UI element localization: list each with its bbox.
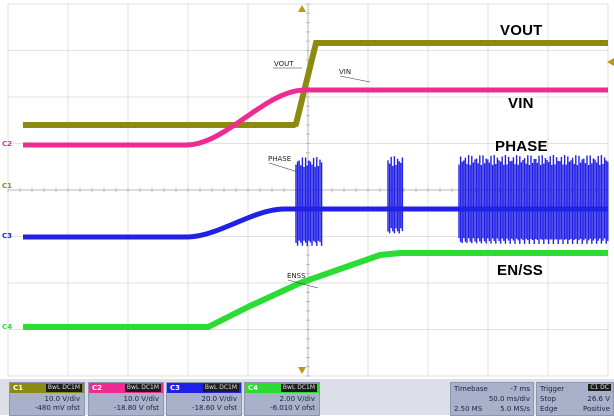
channel-3-offset: -18.60 V ofst <box>192 404 237 412</box>
phase-trace <box>23 206 608 240</box>
vin-label: VIN <box>508 95 534 112</box>
channel-4-panel[interactable]: C4 BwL DC1M 2.00 V/div -6.010 V ofst <box>244 382 320 416</box>
vin-tag: VIN <box>339 68 352 76</box>
channel-2-coupling: BwL DC1M <box>124 384 161 392</box>
channel-2-vdiv: 10.0 V/div <box>123 395 160 403</box>
trigger-mode-tag: C1 DC <box>588 384 611 391</box>
vin-trace <box>23 87 608 148</box>
channel-1-panel[interactable]: C1 BwL DC1M 10.0 V/div -480 mV ofst <box>9 382 85 416</box>
c2-marker: C2 <box>2 140 13 148</box>
channel-4-id: C4 <box>248 384 259 392</box>
timebase-panel[interactable]: Timebase -7 ms 50.0 ms/div 2.50 MS 5.0 M… <box>450 382 534 416</box>
trigger-label: Trigger <box>540 385 565 393</box>
trigger-level-marker-icon <box>607 58 614 66</box>
channel-2-offset: -18.80 V ofst <box>114 404 159 412</box>
trigger-time-marker-bottom-icon <box>298 367 306 374</box>
phase-bursts <box>295 155 609 246</box>
trigger-time-marker-icon <box>298 5 306 12</box>
channel-4-coupling: BwL DC1M <box>280 384 317 392</box>
channel-1-coupling: BwL DC1M <box>45 384 82 392</box>
enss-label: EN/SS <box>497 262 544 279</box>
channel-3-coupling: BwL DC1M <box>202 384 239 392</box>
channel-1-offset: -480 mV ofst <box>34 404 80 412</box>
c4-marker: C4 <box>2 323 13 331</box>
timebase-div: 50.0 ms/div <box>488 395 530 403</box>
trigger-type: Edge <box>540 405 558 413</box>
vout-label: VOUT <box>500 22 543 39</box>
vout-trace <box>23 40 608 128</box>
phase-label: PHASE <box>495 138 548 155</box>
channel-1-vdiv: 10.0 V/div <box>44 395 81 403</box>
trigger-slope: Positive <box>583 405 610 413</box>
timebase-label: Timebase <box>454 385 488 393</box>
channel-3-panel[interactable]: C3 BwL DC1M 20.0 V/div -18.60 V ofst <box>166 382 242 416</box>
channel-2-id: C2 <box>92 384 103 392</box>
channel-3-id: C3 <box>170 384 181 392</box>
vin-tag-leader <box>339 75 371 83</box>
trigger-panel[interactable]: Trigger C1 DC Stop 26.6 V Edge Positive <box>536 382 614 416</box>
trigger-state: Stop <box>540 395 556 403</box>
enss-tag-leader <box>287 279 319 289</box>
c3-marker: C3 <box>2 232 13 240</box>
c1-marker: C1 <box>2 182 13 190</box>
phase-tag: PHASE <box>268 155 292 163</box>
channel-4-vdiv: 2.00 V/div <box>279 395 316 403</box>
waveform-area <box>23 5 614 374</box>
timebase-rate: 5.0 MS/s <box>500 405 530 413</box>
channel-2-panel[interactable]: C2 BwL DC1M 10.0 V/div -18.80 V ofst <box>88 382 164 416</box>
channel-4-offset: -6.010 V ofst <box>270 404 315 412</box>
enss-tag: ENSS <box>287 272 306 280</box>
phase-tag-leader <box>268 162 299 173</box>
trigger-level: 26.6 V <box>587 395 610 403</box>
timebase-delay: -7 ms <box>510 385 530 393</box>
timebase-samples: 2.50 MS <box>454 405 483 413</box>
channel-3-vdiv: 20.0 V/div <box>201 395 238 403</box>
channel-1-id: C1 <box>13 384 24 392</box>
vout-tag: VOUT <box>274 60 294 68</box>
